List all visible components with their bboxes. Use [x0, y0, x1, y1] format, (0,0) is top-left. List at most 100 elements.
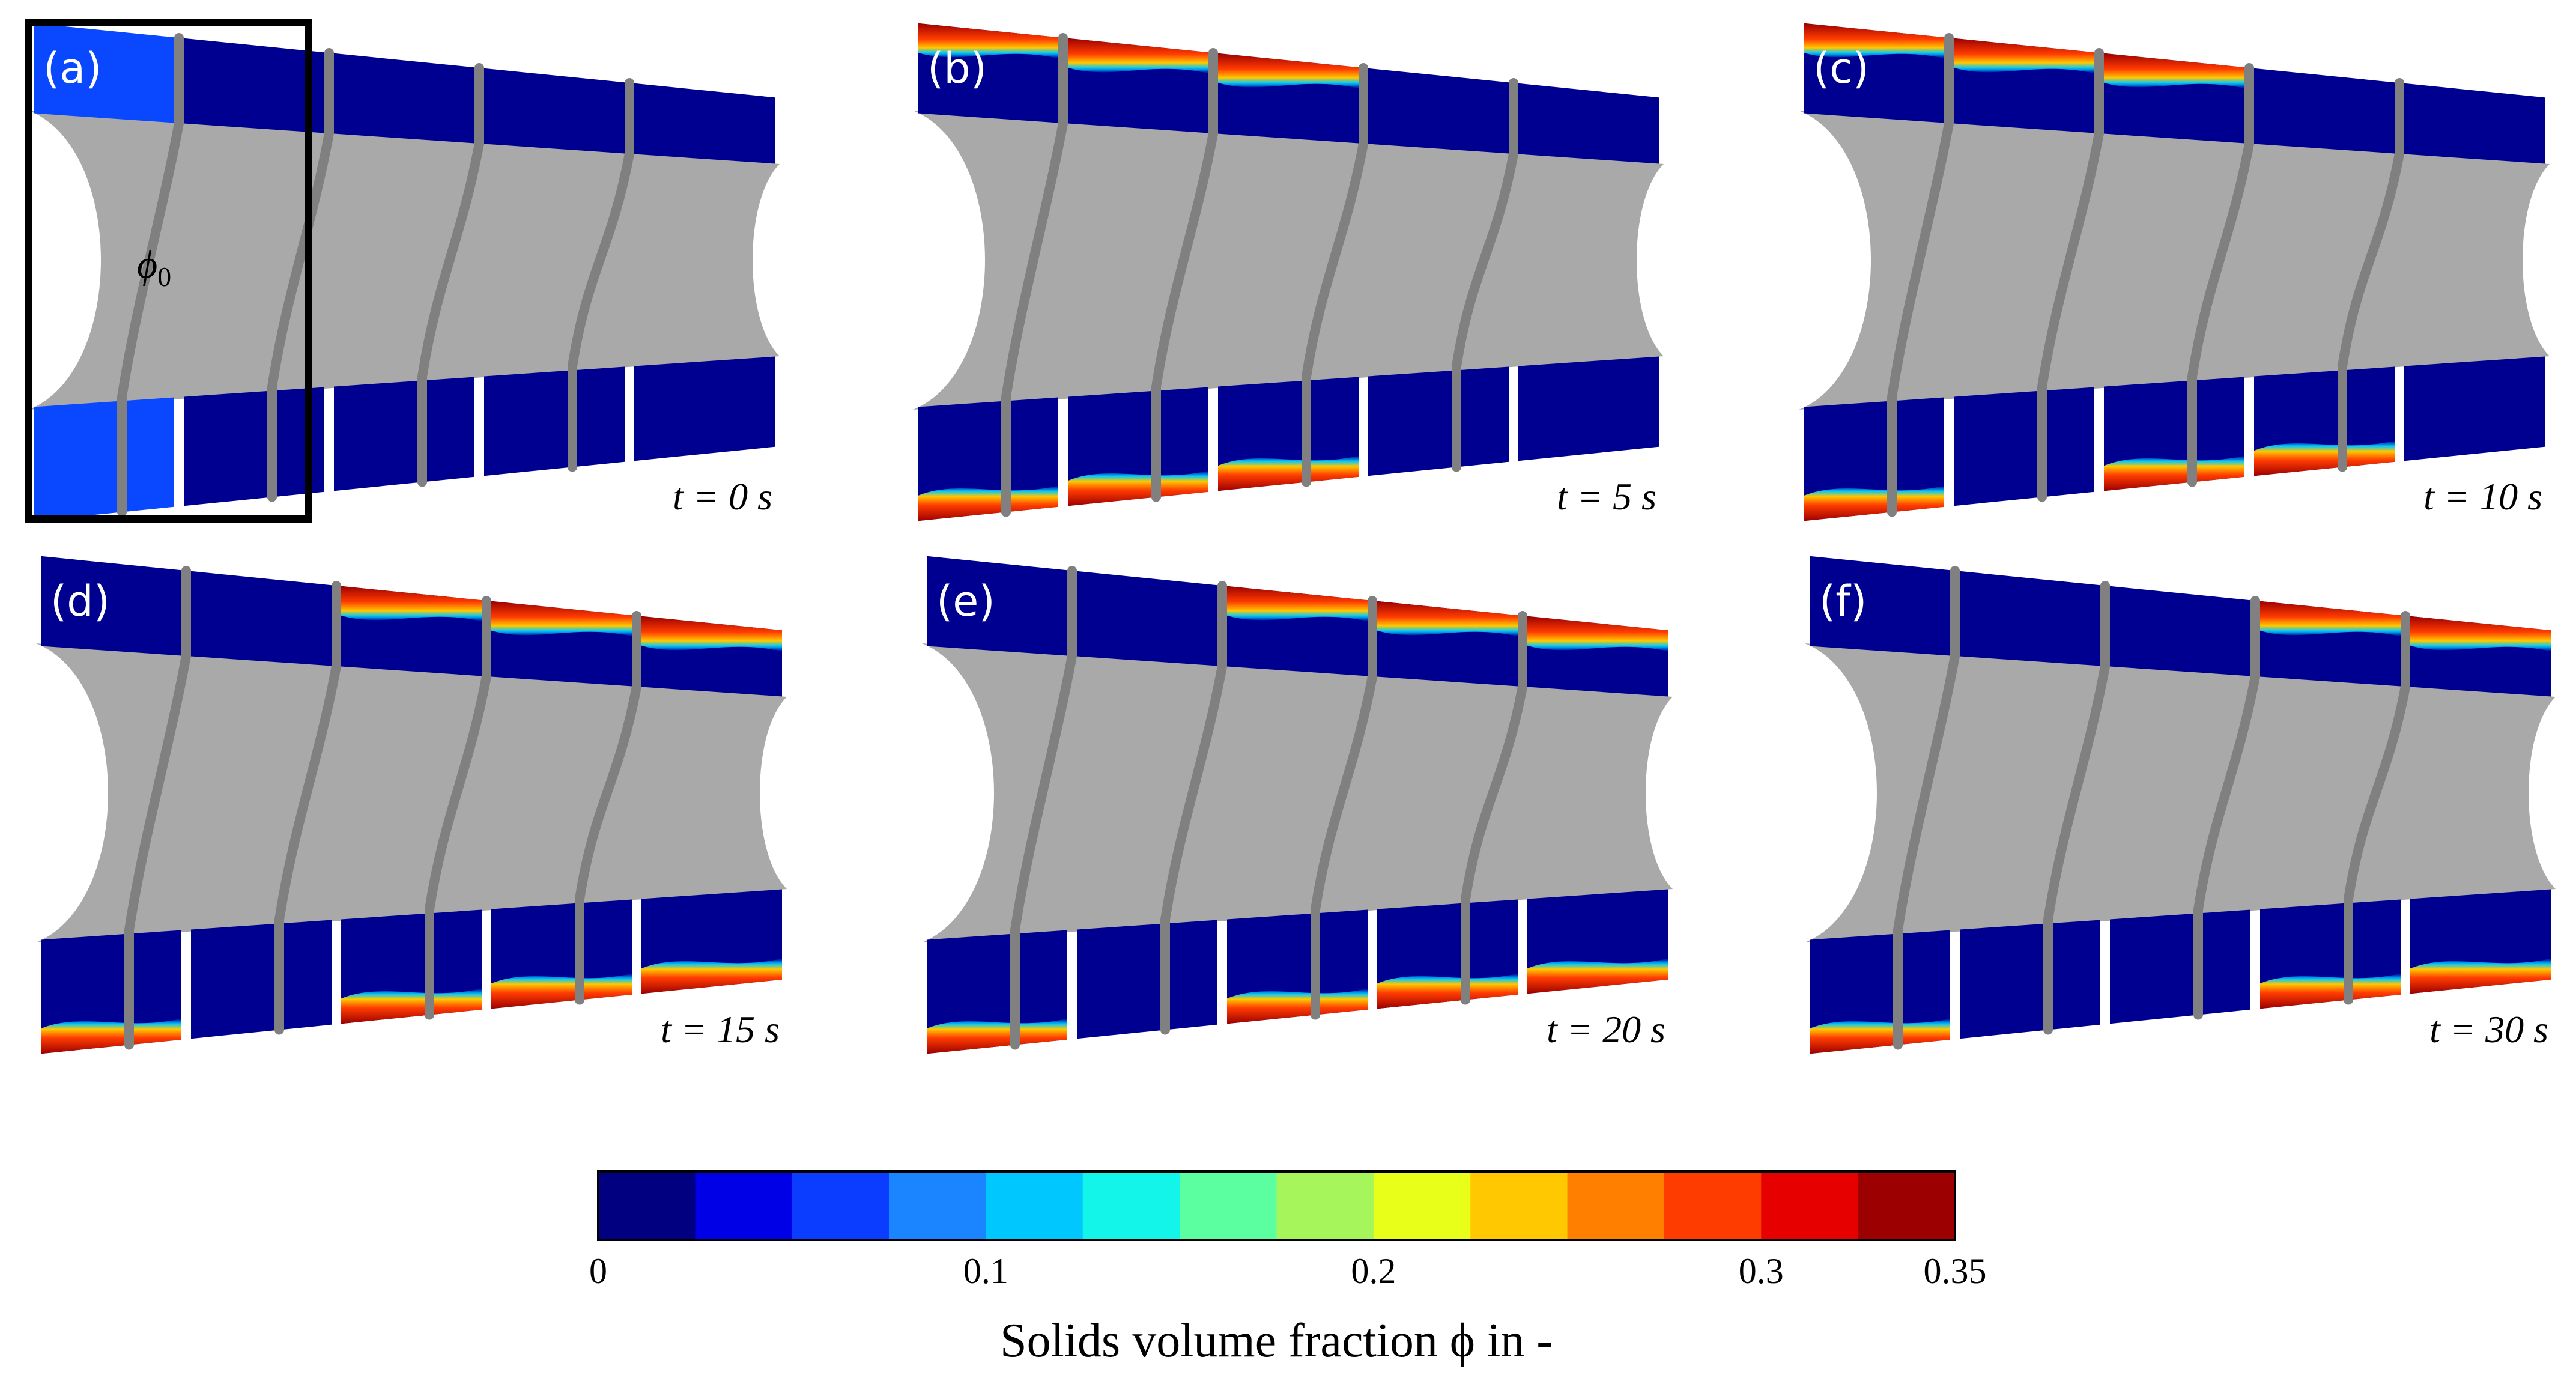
deposit-bottom-4 [2254, 440, 2395, 476]
deposit-bottom-1 [1810, 1018, 1950, 1054]
deposit-bottom-3 [2104, 455, 2244, 491]
time-label: t = 15 s [661, 1008, 780, 1051]
body [29, 111, 780, 410]
colorbar-swatch [1276, 1171, 1374, 1240]
rib [575, 611, 641, 1005]
chamber-bottom-2 [184, 387, 324, 506]
deposit-bottom-1 [927, 1018, 1067, 1054]
chamber-top-1 [34, 23, 174, 123]
body [922, 643, 1673, 942]
panel-d: (d) t = 15 s [36, 556, 787, 1054]
body [913, 111, 1664, 410]
deposit-bottom-3 [341, 988, 482, 1024]
colorbar-title: Solids volume fraction ϕ in - [1000, 1314, 1553, 1367]
chamber-top-1 [927, 556, 1067, 656]
deposit-top-4 [2260, 601, 2401, 637]
colorbar-frame [597, 1170, 1956, 1241]
body [1799, 111, 2550, 410]
deposit-bottom-5 [2410, 958, 2551, 994]
chamber-top-3 [2110, 586, 2250, 676]
colorbar-swatch [1761, 1171, 1859, 1240]
chamber-top-5 [1518, 83, 1659, 164]
chamber-bottom-5 [634, 356, 775, 461]
panel-tag: (f) [1819, 577, 1867, 626]
rib [267, 48, 334, 502]
deposit-bottom-1 [918, 485, 1058, 521]
colorbar-swatch [986, 1171, 1083, 1240]
panel-tag: (e) [936, 577, 995, 626]
rib [1887, 33, 1954, 517]
chamber-top-4 [2254, 68, 2395, 154]
colorbar-tick-label: 0 [589, 1251, 607, 1291]
rib [2043, 581, 2110, 1035]
panels: (a) t = 0 s (b) t = 5 s (c) t = 10 s (d) t = 15… [29, 23, 2556, 1054]
panel-tag: (c) [1813, 44, 1869, 93]
deposit-bottom-1 [1804, 485, 1944, 521]
rib [1160, 581, 1227, 1035]
rib [1452, 78, 1518, 472]
rib [2193, 596, 2260, 1020]
rib [1461, 611, 1527, 1005]
chamber-top-3 [334, 53, 474, 144]
colorbar-tick-label: 0.1 [963, 1251, 1008, 1291]
deposit-bottom-5 [641, 958, 782, 994]
panel-c: (c) t = 10 s [1799, 23, 2550, 521]
chamber-top-4 [1368, 68, 1509, 154]
deposit-top-3 [341, 586, 482, 622]
deposit-top-3 [1218, 53, 1359, 89]
deposit-top-1 [918, 23, 1058, 59]
panel-tag: (d) [50, 577, 110, 626]
rib [1302, 63, 1368, 487]
chamber-bottom-5 [1518, 356, 1659, 461]
rib [124, 566, 191, 1050]
body [36, 643, 787, 942]
initial-region-frame [25, 19, 312, 523]
deposit-top-5 [1527, 616, 1668, 652]
colorbar-swatch [1858, 1171, 1956, 1240]
chamber-bottom-2 [1960, 920, 2100, 1039]
time-label: t = 0 s [673, 475, 772, 518]
colorbar-ticks: 0 0.1 0.2 0.3 0.35 [589, 1251, 1987, 1291]
chamber-top-5 [2404, 83, 2545, 164]
chamber-bottom-2 [1954, 387, 2094, 506]
colorbar-tick-label: 0.35 [1924, 1251, 1987, 1291]
rib [417, 63, 484, 487]
chamber-top-5 [634, 83, 775, 164]
colorbar-swatch [1567, 1171, 1665, 1240]
rib [1010, 566, 1077, 1050]
chamber-bottom-2 [1077, 920, 1217, 1039]
colorbar: 0 0.1 0.2 0.3 0.35 Solids volume fraction ϕ … [589, 1170, 1987, 1367]
rib [1151, 48, 1218, 502]
colorbar-swatch [1664, 1171, 1762, 1240]
rib [274, 581, 341, 1035]
time-label: t = 20 s [1547, 1008, 1665, 1051]
deposit-bottom-2 [1068, 470, 1208, 506]
colorbar-swatch [1373, 1171, 1471, 1240]
deposit-bottom-4 [1377, 973, 1518, 1009]
colorbar-tick-label: 0.2 [1351, 1251, 1396, 1291]
chamber-bottom-3 [2110, 909, 2250, 1024]
chamber-top-1 [41, 556, 181, 656]
chamber-bottom-4 [1368, 366, 1509, 476]
rib [1311, 596, 1377, 1020]
colorbar-swatch [695, 1171, 793, 1240]
deposit-top-4 [1377, 601, 1518, 637]
colorbar-swatches [598, 1171, 1956, 1240]
panel-tag: (b) [927, 44, 987, 93]
chamber-bottom-2 [191, 920, 332, 1039]
time-label: t = 30 s [2429, 1008, 2548, 1051]
colorbar-swatch [792, 1171, 890, 1240]
chamber-top-2 [1077, 571, 1217, 666]
chamber-bottom-3 [334, 377, 474, 491]
rib [117, 33, 184, 517]
rib [1001, 33, 1068, 517]
rib [568, 78, 634, 472]
chamber-top-2 [184, 38, 324, 133]
deposit-top-4 [491, 601, 632, 637]
chamber-bottom-5 [2404, 356, 2545, 461]
colorbar-swatch [1082, 1171, 1181, 1240]
deposit-top-2 [1068, 38, 1208, 74]
deposit-bottom-3 [1227, 988, 1368, 1024]
initial-phi-label: ϕ0 [137, 243, 171, 292]
